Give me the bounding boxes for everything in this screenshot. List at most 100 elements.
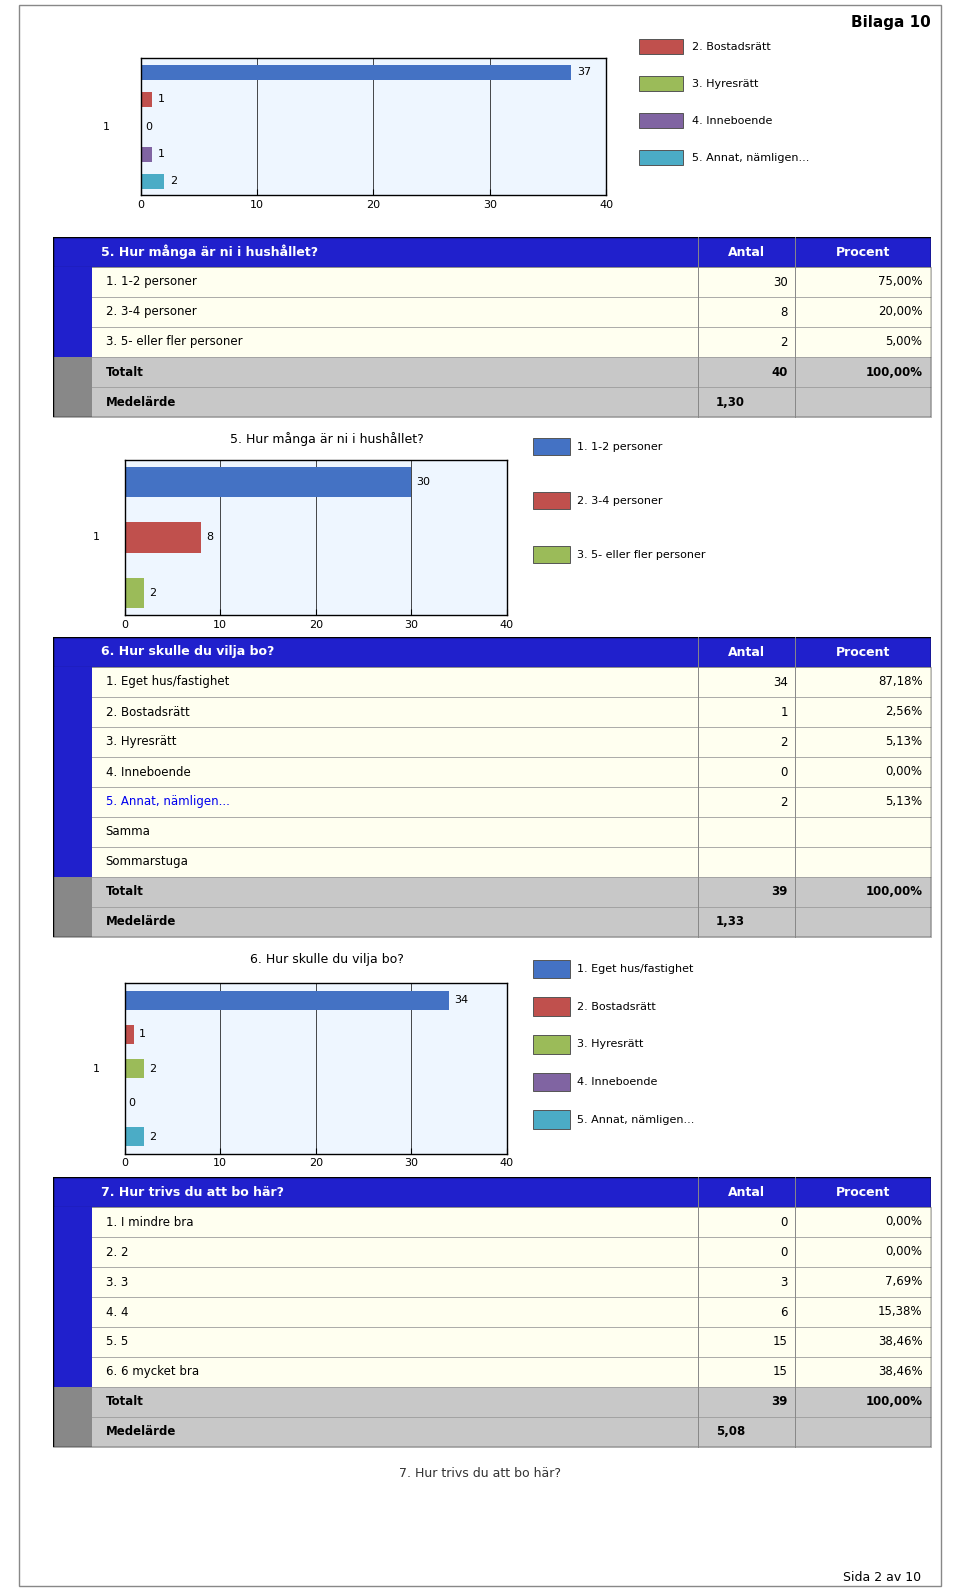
Bar bbox=[53, 1298, 931, 1326]
Bar bbox=[533, 998, 570, 1015]
Bar bbox=[53, 877, 931, 907]
Text: 15: 15 bbox=[773, 1366, 788, 1379]
Bar bbox=[125, 1058, 144, 1078]
Text: 5,00%: 5,00% bbox=[885, 335, 923, 349]
Bar bbox=[140, 147, 153, 161]
Text: 8: 8 bbox=[780, 306, 788, 319]
Text: 5. Annat, nämligen...: 5. Annat, nämligen... bbox=[577, 1114, 695, 1125]
Text: 100,00%: 100,00% bbox=[865, 886, 923, 899]
Text: 6: 6 bbox=[780, 1305, 788, 1318]
Bar bbox=[53, 357, 92, 387]
Text: Samma: Samma bbox=[106, 826, 151, 838]
Text: 3. 5- eller fler personer: 3. 5- eller fler personer bbox=[577, 550, 706, 559]
Text: 5. Annat, nämligen...: 5. Annat, nämligen... bbox=[106, 795, 229, 808]
Text: Procent: Procent bbox=[836, 1186, 890, 1199]
Bar bbox=[125, 1127, 144, 1146]
Text: Totalt: Totalt bbox=[106, 886, 143, 899]
Text: 2: 2 bbox=[780, 735, 788, 749]
Bar bbox=[533, 438, 570, 456]
Bar bbox=[53, 907, 92, 937]
Bar bbox=[53, 727, 92, 757]
Bar bbox=[53, 846, 931, 877]
Bar bbox=[53, 1207, 92, 1237]
Bar bbox=[53, 666, 931, 697]
Text: 100,00%: 100,00% bbox=[865, 1395, 923, 1409]
Bar bbox=[125, 1025, 134, 1044]
Text: Sommarstuga: Sommarstuga bbox=[106, 856, 188, 869]
Text: 0: 0 bbox=[780, 765, 788, 778]
Text: Medelärde: Medelärde bbox=[106, 395, 176, 408]
Text: 0,00%: 0,00% bbox=[885, 1245, 923, 1259]
Bar bbox=[638, 113, 684, 128]
Text: 1. Eget hus/fastighet: 1. Eget hus/fastighet bbox=[106, 676, 228, 689]
Bar bbox=[53, 697, 92, 727]
Text: Totalt: Totalt bbox=[106, 365, 143, 378]
Text: 1: 1 bbox=[158, 150, 165, 159]
Text: 1: 1 bbox=[92, 1063, 100, 1073]
Text: 1: 1 bbox=[780, 706, 788, 719]
Bar bbox=[53, 787, 92, 818]
Bar bbox=[638, 77, 684, 91]
Bar bbox=[53, 238, 931, 268]
Bar bbox=[53, 1267, 92, 1298]
Bar bbox=[533, 1073, 570, 1092]
Text: 5. Hur många är ni i hushållet?: 5. Hur många är ni i hushållet? bbox=[101, 245, 318, 260]
Text: 34: 34 bbox=[454, 996, 468, 1006]
Bar bbox=[53, 638, 931, 666]
Bar bbox=[53, 907, 931, 937]
Text: 4. Inneboende: 4. Inneboende bbox=[106, 765, 190, 778]
Text: 4. Inneboende: 4. Inneboende bbox=[692, 116, 773, 126]
Text: Medelärde: Medelärde bbox=[106, 1425, 176, 1438]
Text: 75,00%: 75,00% bbox=[877, 276, 923, 289]
Text: 1. 1-2 personer: 1. 1-2 personer bbox=[577, 442, 662, 451]
Text: 0: 0 bbox=[780, 1216, 788, 1229]
Bar bbox=[53, 1176, 931, 1207]
Text: 2,56%: 2,56% bbox=[885, 706, 923, 719]
Text: 15: 15 bbox=[773, 1336, 788, 1349]
Text: 2. Bostadsrätt: 2. Bostadsrätt bbox=[106, 706, 189, 719]
Text: 2. Bostadsrätt: 2. Bostadsrätt bbox=[577, 1001, 656, 1012]
Text: 38,46%: 38,46% bbox=[877, 1336, 923, 1349]
Bar bbox=[140, 92, 153, 107]
Text: 5. 5: 5. 5 bbox=[106, 1336, 128, 1349]
Text: 0,00%: 0,00% bbox=[885, 1216, 923, 1229]
Bar bbox=[53, 1237, 92, 1267]
Bar bbox=[533, 547, 570, 563]
Text: 30: 30 bbox=[416, 477, 430, 488]
Text: 100,00%: 100,00% bbox=[865, 365, 923, 378]
Bar bbox=[53, 877, 92, 907]
Text: 0: 0 bbox=[129, 1098, 135, 1108]
Bar bbox=[53, 387, 92, 418]
Text: 1: 1 bbox=[103, 121, 109, 132]
Bar bbox=[53, 1356, 92, 1387]
Text: 39: 39 bbox=[772, 1395, 788, 1409]
Bar bbox=[533, 1111, 570, 1129]
Bar bbox=[53, 1387, 92, 1417]
Bar bbox=[125, 523, 202, 553]
Text: 2: 2 bbox=[780, 335, 788, 349]
Text: 6. Hur skulle du vilja bo?: 6. Hur skulle du vilja bo? bbox=[101, 646, 275, 658]
Text: 3. 3: 3. 3 bbox=[106, 1275, 128, 1288]
Text: 5,08: 5,08 bbox=[716, 1425, 745, 1438]
Text: 2. 3-4 personer: 2. 3-4 personer bbox=[106, 306, 196, 319]
Bar bbox=[53, 296, 931, 327]
Bar bbox=[53, 268, 92, 296]
Bar bbox=[53, 757, 92, 787]
Bar bbox=[533, 1035, 570, 1054]
Text: 8: 8 bbox=[206, 532, 213, 542]
Text: 40: 40 bbox=[772, 365, 788, 378]
Text: 2: 2 bbox=[170, 177, 177, 186]
Bar bbox=[53, 1326, 92, 1356]
Bar bbox=[125, 467, 411, 497]
Text: 5,13%: 5,13% bbox=[885, 735, 923, 749]
Text: Totalt: Totalt bbox=[106, 1395, 143, 1409]
Text: 5. Annat, nämligen...: 5. Annat, nämligen... bbox=[692, 153, 810, 163]
Bar bbox=[53, 1267, 931, 1298]
Bar bbox=[53, 387, 931, 418]
Text: 1: 1 bbox=[158, 94, 165, 104]
Bar bbox=[53, 1356, 931, 1387]
Text: 5,13%: 5,13% bbox=[885, 795, 923, 808]
Text: 1. Eget hus/fastighet: 1. Eget hus/fastighet bbox=[577, 964, 694, 974]
Text: 5. Hur många är ni i hushållet?: 5. Hur många är ni i hushållet? bbox=[229, 432, 423, 446]
Text: 2: 2 bbox=[149, 1063, 156, 1073]
